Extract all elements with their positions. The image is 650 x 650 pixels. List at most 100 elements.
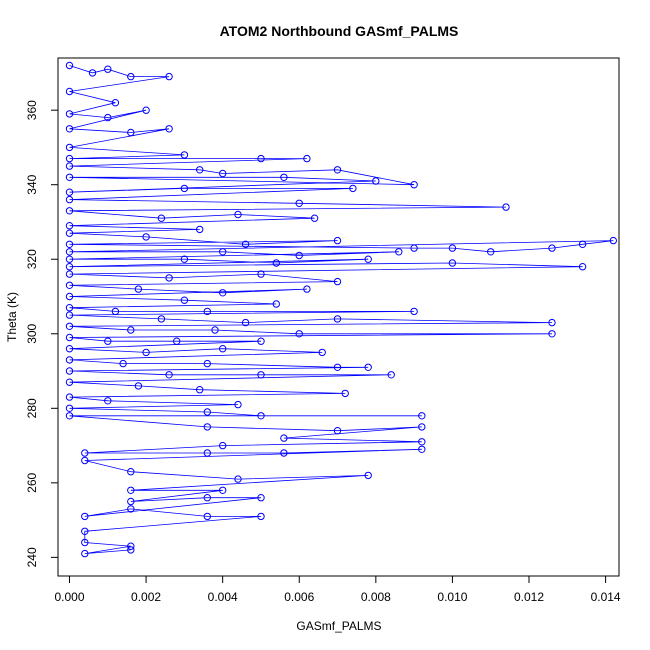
data-point [65, 311, 74, 319]
data-point [127, 72, 135, 81]
data-point [65, 367, 74, 375]
data-point [203, 494, 212, 502]
data-point [219, 169, 227, 178]
data-point [257, 494, 265, 502]
data-point [333, 427, 342, 435]
data-point [81, 512, 89, 521]
series-line [69, 65, 614, 554]
data-point [142, 106, 150, 114]
data-point [134, 382, 143, 390]
data-point [418, 423, 426, 431]
data-point [257, 512, 265, 521]
data-point [65, 222, 74, 230]
y-tick-label: 280 [25, 398, 39, 418]
data-point [65, 356, 74, 364]
data-point [395, 248, 403, 256]
data-point [387, 371, 395, 379]
chart-title: ATOM2 Northbound GASmf_PALMS [220, 23, 459, 39]
data-point [487, 248, 495, 256]
data-point [157, 214, 166, 222]
data-point [134, 285, 143, 293]
y-axis-label: Theta (K) [5, 292, 19, 342]
data-point [303, 154, 311, 163]
data-point [65, 412, 74, 420]
data-point [234, 475, 242, 483]
data-point [65, 87, 74, 96]
data-point [65, 173, 74, 182]
data-point [418, 438, 426, 446]
data-point [333, 277, 342, 286]
data-point [203, 423, 212, 431]
data-point [65, 240, 74, 249]
data-point [65, 143, 74, 152]
y-tick-label: 240 [25, 547, 39, 567]
data-point [173, 337, 181, 345]
data-point [65, 154, 74, 163]
data-point [127, 497, 135, 506]
data-point [234, 400, 242, 409]
data-point [196, 225, 204, 234]
data-point [548, 330, 556, 338]
data-point [65, 333, 74, 342]
y-tick-label: 340 [25, 174, 39, 194]
data-point [234, 210, 242, 219]
x-tick-label: 0.004 [208, 590, 238, 604]
data-point [548, 318, 556, 327]
x-tick-label: 0.006 [284, 590, 314, 604]
data-point [303, 285, 311, 293]
data-point [196, 166, 204, 174]
data-point [104, 113, 112, 122]
data-point [65, 393, 74, 401]
data-point [65, 281, 74, 289]
data-point [203, 307, 212, 316]
data-point [333, 236, 342, 245]
data-point [548, 244, 556, 252]
data-point [65, 378, 74, 386]
data-point [142, 348, 150, 357]
data-point [241, 318, 250, 327]
data-point [127, 505, 135, 513]
data-point [257, 337, 265, 345]
data-point [196, 386, 204, 394]
x-axis-label: GASmf_PALMS [296, 619, 381, 633]
data-point [364, 471, 372, 480]
data-point [127, 468, 135, 476]
data-point [295, 330, 303, 338]
data-point [165, 371, 173, 379]
data-point [203, 449, 212, 457]
data-point [65, 304, 74, 312]
data-point [280, 449, 288, 457]
data-point [203, 359, 212, 368]
data-point [65, 110, 74, 118]
data-point [364, 255, 372, 263]
data-point [219, 289, 227, 297]
data-point [448, 259, 457, 267]
data-point [295, 199, 303, 208]
data-point [65, 263, 74, 271]
y-axis: 240 260 280 300 320 340 360 [25, 100, 59, 567]
data-point [65, 345, 74, 353]
data-point [104, 65, 112, 73]
data-point [65, 229, 74, 237]
data-point [65, 125, 74, 133]
x-tick-label: 0.002 [131, 590, 161, 604]
data-point [180, 151, 189, 159]
data-point [410, 244, 418, 252]
data-point [65, 207, 74, 215]
data-point [81, 538, 89, 547]
y-tick-label: 260 [25, 473, 39, 493]
data-point [104, 397, 112, 405]
data-point [578, 263, 587, 271]
data-point [219, 486, 227, 494]
data-point [81, 456, 89, 465]
data-point [295, 251, 303, 260]
y-tick-label: 300 [25, 323, 39, 343]
data-point [65, 162, 74, 170]
data-point [257, 371, 265, 379]
data-point [203, 408, 212, 416]
data-point [65, 322, 74, 330]
data-point [111, 99, 120, 107]
data-point [104, 337, 112, 345]
data-point [364, 363, 372, 371]
